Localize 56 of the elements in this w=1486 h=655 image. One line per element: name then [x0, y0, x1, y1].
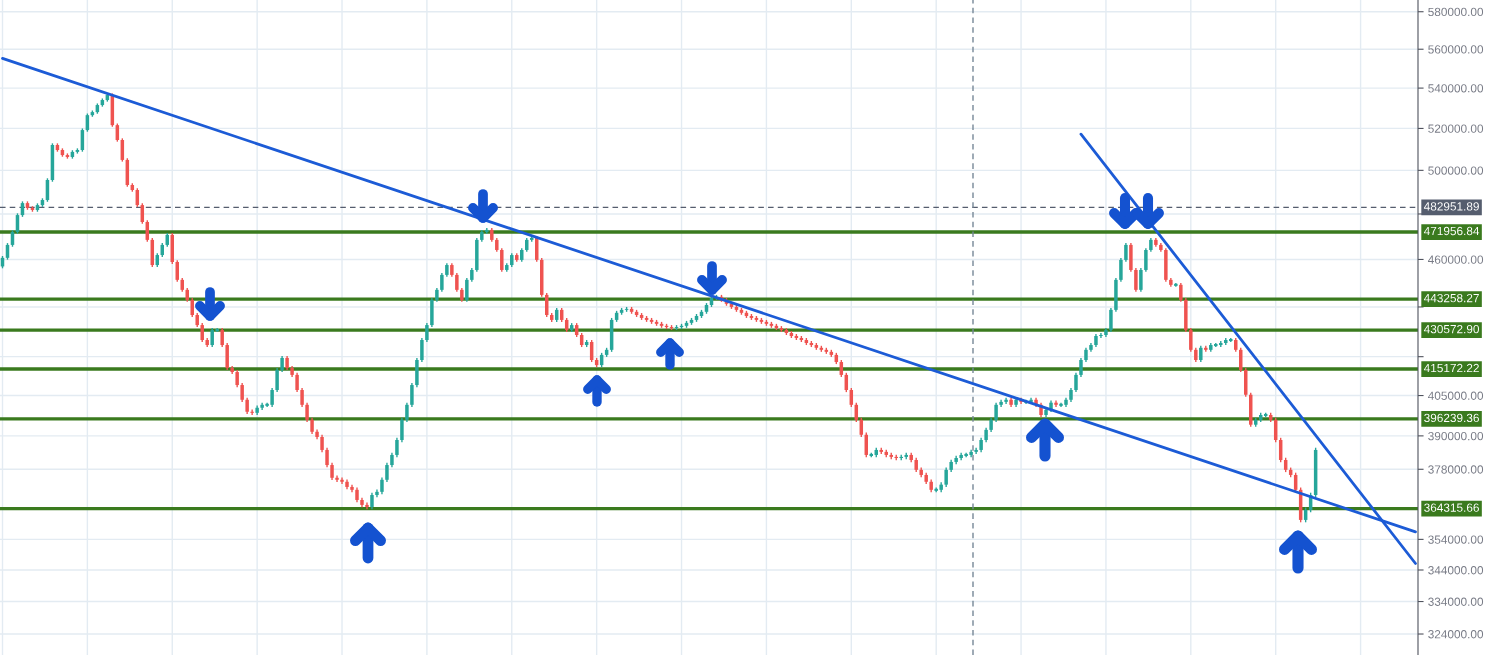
candlestick — [240, 382, 244, 403]
y-tick-label: 334000.00 — [1428, 597, 1484, 606]
candlestick — [465, 277, 469, 303]
candlestick — [275, 367, 279, 393]
y-tick-label: 520000.00 — [1428, 124, 1484, 133]
candlestick — [220, 327, 224, 348]
candlestick — [420, 337, 424, 363]
candlestick — [1134, 267, 1138, 293]
ref-line-label: 415172.22 — [1423, 363, 1479, 373]
ref-line-label: 471956.84 — [1423, 226, 1480, 236]
candlestick — [225, 342, 229, 371]
ref-line-label: 482951.89 — [1423, 202, 1479, 211]
candlestick — [250, 408, 254, 416]
candlestick — [200, 322, 204, 343]
candlestick — [1074, 372, 1078, 393]
candlestick — [1099, 332, 1103, 339]
candlestick — [1189, 327, 1193, 353]
candlestick — [395, 437, 399, 458]
ref-line-label: 396239.36 — [1424, 413, 1479, 423]
candlestick — [1109, 307, 1113, 333]
candlestick — [1179, 282, 1183, 303]
candlestick — [1079, 357, 1083, 378]
y-tick-label: 344000.00 — [1428, 566, 1484, 575]
ref-line-label: 443258.27 — [1423, 293, 1479, 303]
candlestick — [305, 401, 309, 423]
candlestick — [455, 272, 459, 293]
candlestick — [425, 322, 429, 343]
candlestick — [1144, 247, 1148, 273]
candlestick — [500, 247, 504, 273]
candlestick — [190, 297, 194, 318]
candlestick — [944, 466, 948, 488]
y-tick-label: 405000.00 — [1427, 391, 1484, 400]
candlestick — [405, 401, 409, 423]
candlestick — [400, 416, 404, 443]
y-tick-label: 354000.00 — [1428, 535, 1484, 544]
y-tick-label: 560000.00 — [1428, 45, 1484, 54]
y-tick-label: 540000.00 — [1428, 84, 1484, 93]
ref-line-label: 430572.90 — [1423, 324, 1480, 334]
ref-line-label: 364315.66 — [1424, 503, 1479, 512]
candlestick — [485, 227, 489, 235]
y-tick-label: 324000.00 — [1428, 630, 1484, 639]
candlestick — [300, 387, 304, 408]
candlestick — [1139, 267, 1143, 293]
candlestick — [410, 382, 414, 408]
candlestick — [994, 401, 998, 423]
candlestick — [1124, 242, 1128, 263]
candlestick — [295, 372, 299, 393]
candlestick — [1119, 257, 1123, 283]
y-tick-label: 580000.00 — [1428, 7, 1484, 17]
y-tick-label: 460000.00 — [1427, 255, 1484, 264]
candlestick — [325, 447, 329, 468]
y-tick-label: 390000.00 — [1428, 431, 1484, 441]
candlestick — [440, 272, 444, 293]
y-tick-label: 500000.00 — [1428, 166, 1484, 175]
y-tick-label: 378000.00 — [1428, 465, 1484, 474]
candlestick — [385, 462, 389, 483]
